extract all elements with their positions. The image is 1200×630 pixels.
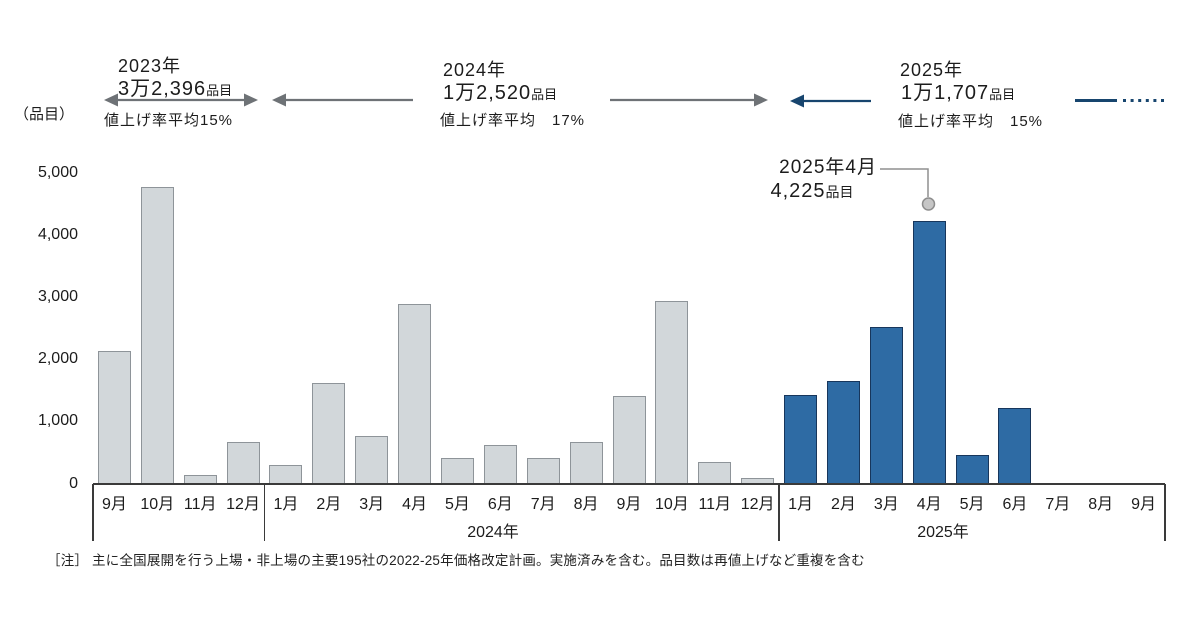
month-label-2023年-9月: 9月 <box>101 496 127 513</box>
month-label-2023年-11月: 11月 <box>183 496 217 513</box>
y-tick-3,000: 3,000 <box>37 287 78 305</box>
month-label-2023年-12月: 12月 <box>226 496 260 513</box>
bar-2024年-11月 <box>698 461 732 484</box>
bar-2024年-8月 <box>569 442 603 484</box>
month-label-2024年-7月: 7月 <box>530 496 556 513</box>
bar-2024年-9月 <box>612 395 646 484</box>
axis-group-divider <box>263 484 266 541</box>
month-label-2024年-9月: 9月 <box>616 496 642 513</box>
footnote: ［注］ 主に全国展開を行う上場・非上場の主要195社の2022-25年価格改定計… <box>47 553 865 568</box>
bar-2025年-4月 <box>912 221 946 484</box>
axis-year-label-2025年: 2025年 <box>917 524 969 541</box>
bar-2024年-1月 <box>269 464 303 484</box>
period-2025-rate: 値上げ率平均 15% <box>898 113 1044 130</box>
y-tick-4,000: 4,000 <box>37 225 78 243</box>
month-label-2025年-8月: 8月 <box>1088 496 1114 513</box>
bar-2023年-12月 <box>226 441 260 484</box>
month-label-2024年-3月: 3月 <box>359 496 385 513</box>
month-label-2023年-10月: 10月 <box>140 496 175 513</box>
axis-year-label-2024年: 2024年 <box>467 524 519 541</box>
month-label-2025年-5月: 5月 <box>959 496 985 513</box>
month-label-2025年-7月: 7月 <box>1045 496 1071 513</box>
month-label-2024年-12月: 12月 <box>740 496 775 513</box>
bar-2025年-6月 <box>998 408 1032 484</box>
month-label-2024年-8月: 8月 <box>573 496 599 513</box>
axis-group-divider <box>778 484 780 541</box>
bar-2025年-3月 <box>869 326 903 484</box>
month-label-2025年-3月: 3月 <box>873 496 899 513</box>
axis-group-divider <box>1164 484 1166 541</box>
bar-2024年-5月 <box>440 457 474 484</box>
bar-2025年-5月 <box>955 455 989 484</box>
callout-month-label: 2025年4月 <box>779 157 877 178</box>
y-tick-2,000: 2,000 <box>37 350 78 368</box>
month-label-2024年-1月: 1月 <box>273 496 299 513</box>
y-tick-5,000: 5,000 <box>37 163 78 181</box>
bar-2024年-10月 <box>655 301 689 484</box>
period-2025-year: 2025年 <box>900 60 964 80</box>
bar-2023年-9月 <box>97 350 131 484</box>
callout-value-label: 4,225品目 <box>770 180 854 202</box>
period-2025-total: 1万1,707品目 <box>901 82 1016 104</box>
month-label-2025年-2月: 2月 <box>830 496 856 513</box>
month-label-2025年-4月: 4月 <box>916 496 942 513</box>
month-label-2024年-10月: 10月 <box>654 496 689 513</box>
month-label-2024年-6月: 6月 <box>487 496 513 513</box>
month-label-2024年-2月: 2月 <box>316 496 342 513</box>
period-2024-total: 1万2,520品目 <box>443 82 558 104</box>
axis-group-divider <box>92 484 94 541</box>
month-label-2025年-6月: 6月 <box>1002 496 1028 513</box>
month-label-2025年-1月: 1月 <box>788 496 813 513</box>
month-label-2024年-5月: 5月 <box>445 496 470 513</box>
period-2023-total: 3万2,396品目 <box>118 78 233 100</box>
period-2024-year: 2024年 <box>443 60 507 80</box>
month-label-2025年-9月: 9月 <box>1131 496 1156 513</box>
period-2024-rate: 値上げ率平均 17% <box>440 112 586 129</box>
bar-2025年-2月 <box>826 380 860 484</box>
month-label-2024年-4月: 4月 <box>402 496 428 513</box>
y-tick-1,000: 1,000 <box>37 412 78 430</box>
month-label-2024年-11月: 11月 <box>698 496 732 513</box>
x-axis-line <box>93 483 1165 485</box>
bar-2024年-7月 <box>526 458 560 484</box>
y-tick-0: 0 <box>69 474 78 492</box>
bar-2024年-2月 <box>312 383 346 484</box>
bar-2023年-10月 <box>140 187 174 484</box>
bar-2024年-6月 <box>483 444 517 484</box>
period-2023-year: 2023年 <box>118 56 182 76</box>
y-axis-unit-label: （品目） <box>14 106 75 123</box>
bar-2025年-1月 <box>784 395 818 484</box>
period-2023-rate: 値上げ率平均15% <box>104 112 234 129</box>
bar-2024年-4月 <box>398 303 432 484</box>
bar-2024年-3月 <box>355 436 389 484</box>
